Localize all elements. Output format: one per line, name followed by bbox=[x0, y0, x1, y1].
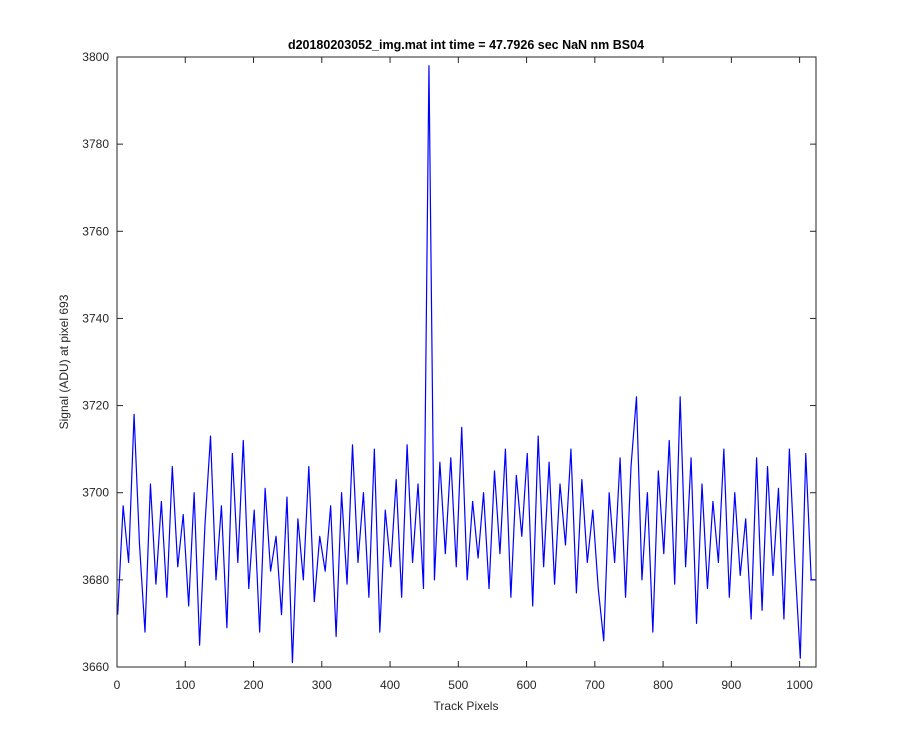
x-tick-label: 100 bbox=[175, 678, 195, 692]
x-tick-label: 300 bbox=[312, 678, 332, 692]
y-tick-label: 3700 bbox=[82, 486, 109, 500]
x-tick-label: 700 bbox=[585, 678, 605, 692]
x-tick-label: 600 bbox=[517, 678, 537, 692]
x-tick-label: 900 bbox=[721, 678, 741, 692]
y-tick-label: 3800 bbox=[82, 50, 109, 64]
chart-title: d20180203052_img.mat int time = 47.7926 … bbox=[288, 38, 644, 52]
x-tick-label: 800 bbox=[653, 678, 673, 692]
data-line bbox=[117, 65, 816, 664]
axes-box bbox=[116, 56, 817, 668]
x-tick-label: 1000 bbox=[786, 678, 813, 692]
y-tick-label: 3680 bbox=[82, 573, 109, 587]
y-tick-label: 3660 bbox=[82, 660, 109, 674]
x-tick-label: 200 bbox=[244, 678, 264, 692]
y-tick-label: 3720 bbox=[82, 399, 109, 413]
x-tick-label: 0 bbox=[114, 678, 121, 692]
y-tick-label: 3740 bbox=[82, 311, 109, 325]
x-tick-label: 400 bbox=[380, 678, 400, 692]
y-axis-label: Signal (ADU) at pixel 693 bbox=[57, 294, 71, 429]
y-tick-label: 3760 bbox=[82, 224, 109, 238]
y-tick-label: 3780 bbox=[82, 137, 109, 151]
x-tick-label: 500 bbox=[448, 678, 468, 692]
x-axis-label: Track Pixels bbox=[434, 699, 499, 713]
